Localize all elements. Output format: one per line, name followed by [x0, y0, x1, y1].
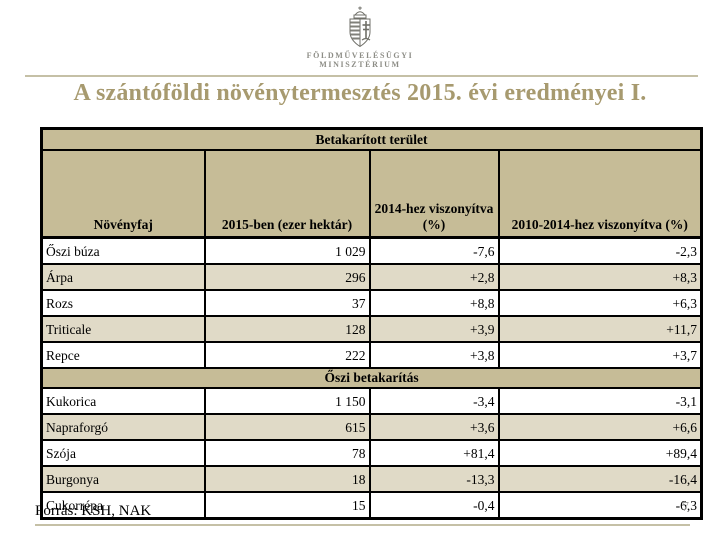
section-label-cell: Őszi betakarítás	[40, 367, 703, 389]
value-2015: 615	[203, 413, 371, 441]
table-row: Rozs 37 +8,8 +6,3	[40, 289, 703, 317]
col-header-vs2010-2014: 2010-2014-hez viszonyítva (%)	[497, 149, 703, 239]
table-span-header-row: Betakarított terület	[40, 127, 703, 151]
crop-name: Árpa	[40, 263, 206, 291]
slide-title: A szántóföldi növénytermesztés 2015. évi…	[73, 80, 647, 106]
value-vs2014: +81,4	[368, 439, 500, 467]
value-vs2010-2014: +6,3	[497, 289, 703, 317]
value-vs2010-2014: +3,7	[497, 341, 703, 369]
page-number: 7	[682, 500, 689, 515]
value-2015: 37	[203, 289, 371, 317]
crop-name: Burgonya	[40, 465, 206, 493]
col-header-2015: 2015-ben (ezer hektár)	[203, 149, 371, 239]
value-vs2014: +3,6	[368, 413, 500, 441]
table-title-cell: Betakarított terület	[40, 127, 703, 151]
table-row: Szója 78 +81,4 +89,4	[40, 439, 703, 467]
table-row: Repce 222 +3,8 +3,7	[40, 341, 703, 369]
table-row: Burgonya 18 -13,3 -16,4	[40, 465, 703, 493]
table-column-header-row: Növényfaj 2015-ben (ezer hektár) 2014-he…	[40, 149, 703, 239]
value-vs2014: -13,3	[368, 465, 500, 493]
table-row: Árpa 296 +2,8 +8,3	[40, 263, 703, 291]
col-header-crop: Növényfaj	[40, 149, 206, 239]
value-vs2010-2014: +8,3	[497, 263, 703, 291]
source-note: Forrás: KSH, NAK	[35, 503, 152, 519]
value-vs2010-2014: -6,3	[497, 491, 703, 520]
col-header-vs2014: 2014-hez viszonyítva (%)	[368, 149, 500, 239]
table-row: Őszi búza 1 029 -7,6 -2,3	[40, 236, 703, 265]
value-vs2010-2014: -2,3	[497, 236, 703, 265]
value-2015: 128	[203, 315, 371, 343]
value-2015: 1 029	[203, 236, 371, 265]
ministry-logo: FÖLDMŰVELÉSÜGYI MINISZTÉRIUM	[0, 6, 720, 69]
value-2015: 1 150	[203, 387, 371, 415]
ministry-name-line2: MINISZTÉRIUM	[319, 60, 401, 69]
hungarian-coat-of-arms-icon	[349, 6, 371, 48]
value-vs2010-2014: +11,7	[497, 315, 703, 343]
value-2015: 18	[203, 465, 371, 493]
value-vs2014: -3,4	[368, 387, 500, 415]
crop-name: Triticale	[40, 315, 206, 343]
header-divider-line	[25, 75, 698, 77]
value-vs2014: +8,8	[368, 289, 500, 317]
crop-name: Napraforgó	[40, 413, 206, 441]
value-vs2014: -0,4	[368, 491, 500, 520]
table-row: Kukorica 1 150 -3,4 -3,1	[40, 387, 703, 415]
crop-name: Szója	[40, 439, 206, 467]
ministry-name-line1: FÖLDMŰVELÉSÜGYI	[306, 51, 414, 60]
footer-divider-line	[35, 524, 690, 526]
table-row: Cukorrépa 15 -0,4 -6,3	[40, 491, 703, 520]
crop-name: Kukorica	[40, 387, 206, 415]
value-2015: 78	[203, 439, 371, 467]
crop-name: Rozs	[40, 289, 206, 317]
value-vs2014: +3,8	[368, 341, 500, 369]
value-vs2010-2014: +6,6	[497, 413, 703, 441]
crop-name: Őszi búza	[40, 236, 206, 265]
table-section-header-row: Őszi betakarítás	[40, 367, 703, 389]
value-vs2014: +2,8	[368, 263, 500, 291]
value-2015: 296	[203, 263, 371, 291]
value-2015: 15	[203, 491, 371, 520]
value-vs2010-2014: -16,4	[497, 465, 703, 493]
value-2015: 222	[203, 341, 371, 369]
table-row: Triticale 128 +3,9 +11,7	[40, 315, 703, 343]
value-vs2014: +3,9	[368, 315, 500, 343]
crop-name: Cukorrépa	[40, 491, 206, 520]
value-vs2014: -7,6	[368, 236, 500, 265]
harvested-area-table: Betakarított terület Növényfaj 2015-ben …	[40, 127, 704, 520]
value-vs2010-2014: -3,1	[497, 387, 703, 415]
crop-name: Repce	[40, 341, 206, 369]
value-vs2010-2014: +89,4	[497, 439, 703, 467]
table-row: Napraforgó 615 +3,6 +6,6	[40, 413, 703, 441]
